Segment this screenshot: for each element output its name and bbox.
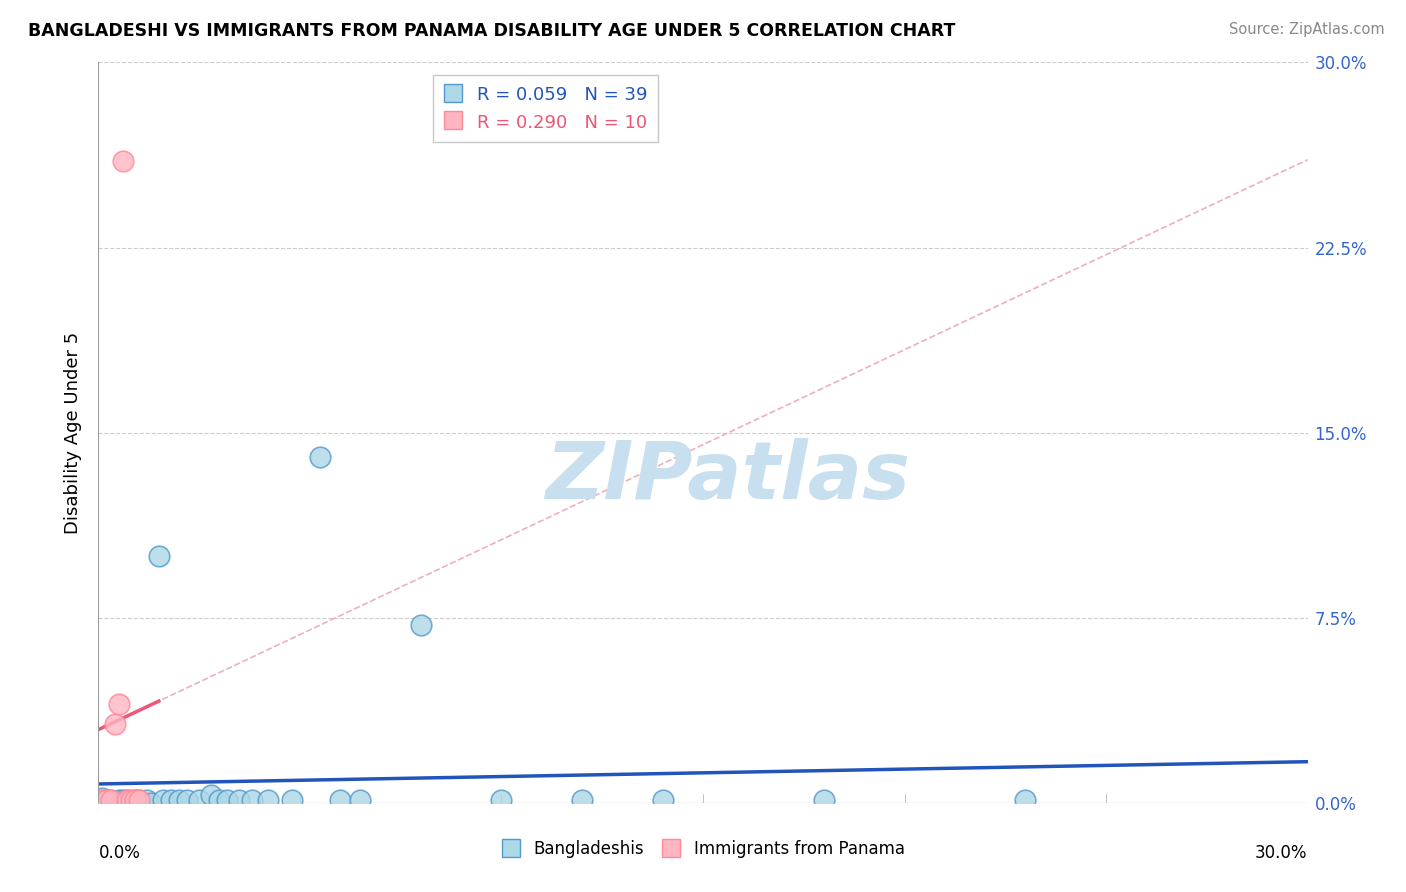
Point bbox=[96, 793, 118, 807]
Point bbox=[281, 793, 304, 807]
Text: Source: ZipAtlas.com: Source: ZipAtlas.com bbox=[1229, 22, 1385, 37]
Point bbox=[651, 793, 673, 807]
Point bbox=[111, 796, 134, 810]
Point bbox=[135, 793, 157, 807]
Text: ZIPatlas: ZIPatlas bbox=[544, 438, 910, 516]
Point bbox=[107, 796, 129, 810]
Point bbox=[107, 793, 129, 807]
Point bbox=[124, 793, 146, 807]
Point bbox=[188, 793, 211, 807]
Point bbox=[349, 793, 371, 807]
Point bbox=[148, 549, 170, 563]
Point bbox=[103, 716, 125, 731]
Point bbox=[107, 697, 129, 711]
Point bbox=[91, 793, 114, 807]
Point bbox=[115, 796, 138, 810]
Point bbox=[228, 793, 250, 807]
Point bbox=[152, 793, 174, 807]
Point bbox=[100, 793, 122, 807]
Point bbox=[240, 793, 263, 807]
Point bbox=[103, 796, 125, 810]
Legend: Bangladeshis, Immigrants from Panama: Bangladeshis, Immigrants from Panama bbox=[494, 833, 912, 865]
Point bbox=[100, 796, 122, 810]
Point bbox=[132, 796, 155, 810]
Point bbox=[139, 796, 162, 810]
Point bbox=[120, 793, 142, 807]
Point bbox=[813, 793, 835, 807]
Text: BANGLADESHI VS IMMIGRANTS FROM PANAMA DISABILITY AGE UNDER 5 CORRELATION CHART: BANGLADESHI VS IMMIGRANTS FROM PANAMA DI… bbox=[28, 22, 956, 40]
Point bbox=[176, 793, 198, 807]
Point bbox=[1014, 793, 1036, 807]
Point bbox=[91, 790, 114, 805]
Point bbox=[120, 796, 142, 810]
Point bbox=[491, 793, 513, 807]
Point bbox=[96, 793, 118, 807]
Y-axis label: Disability Age Under 5: Disability Age Under 5 bbox=[63, 332, 82, 533]
Text: 30.0%: 30.0% bbox=[1256, 844, 1308, 862]
Point bbox=[124, 793, 146, 807]
Text: 0.0%: 0.0% bbox=[98, 844, 141, 862]
Point bbox=[115, 793, 138, 807]
Point bbox=[208, 793, 231, 807]
Point bbox=[571, 793, 593, 807]
Point bbox=[309, 450, 332, 465]
Point bbox=[256, 793, 278, 807]
Point bbox=[200, 789, 222, 803]
Point bbox=[128, 793, 150, 807]
Point bbox=[111, 154, 134, 169]
Point bbox=[115, 793, 138, 807]
Point bbox=[167, 793, 190, 807]
Point bbox=[128, 793, 150, 807]
Point bbox=[329, 793, 352, 807]
Point bbox=[160, 793, 183, 807]
Point bbox=[409, 618, 432, 632]
Point bbox=[111, 793, 134, 807]
Point bbox=[100, 793, 122, 807]
Point bbox=[217, 793, 239, 807]
